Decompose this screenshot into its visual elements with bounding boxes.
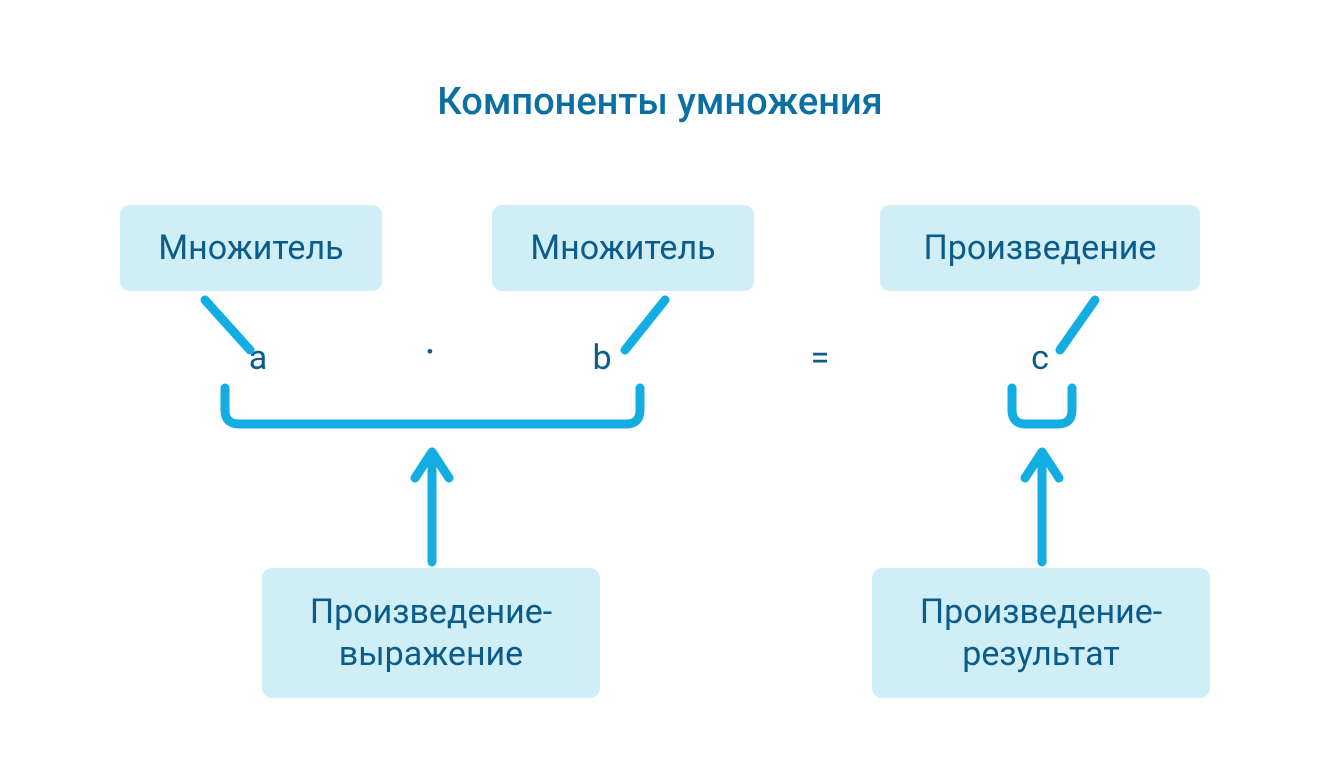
label-product-result-text: Произведение- результат [920,591,1162,676]
diagram-title: Компоненты умножения [0,80,1320,124]
label-multiplier-1: Множитель [120,205,382,291]
diagram-canvas: Компоненты умножения Множитель Множитель… [0,0,1320,768]
label-product: Произведение [880,205,1200,291]
label-multiplier-1-text: Множитель [158,227,343,270]
operator-multiply: · [410,328,450,377]
label-product-expression: Произведение- выражение [262,568,600,698]
label-product-expression-text: Произведение- выражение [310,591,552,676]
operator-equals: = [800,338,840,378]
label-multiplier-2: Множитель [492,205,754,291]
variable-b: b [582,338,622,378]
variable-a: a [238,338,278,378]
label-product-text: Произведение [924,227,1157,270]
variable-c: c [1020,338,1060,378]
label-multiplier-2-text: Множитель [530,227,715,270]
label-product-result: Произведение- результат [872,568,1210,698]
